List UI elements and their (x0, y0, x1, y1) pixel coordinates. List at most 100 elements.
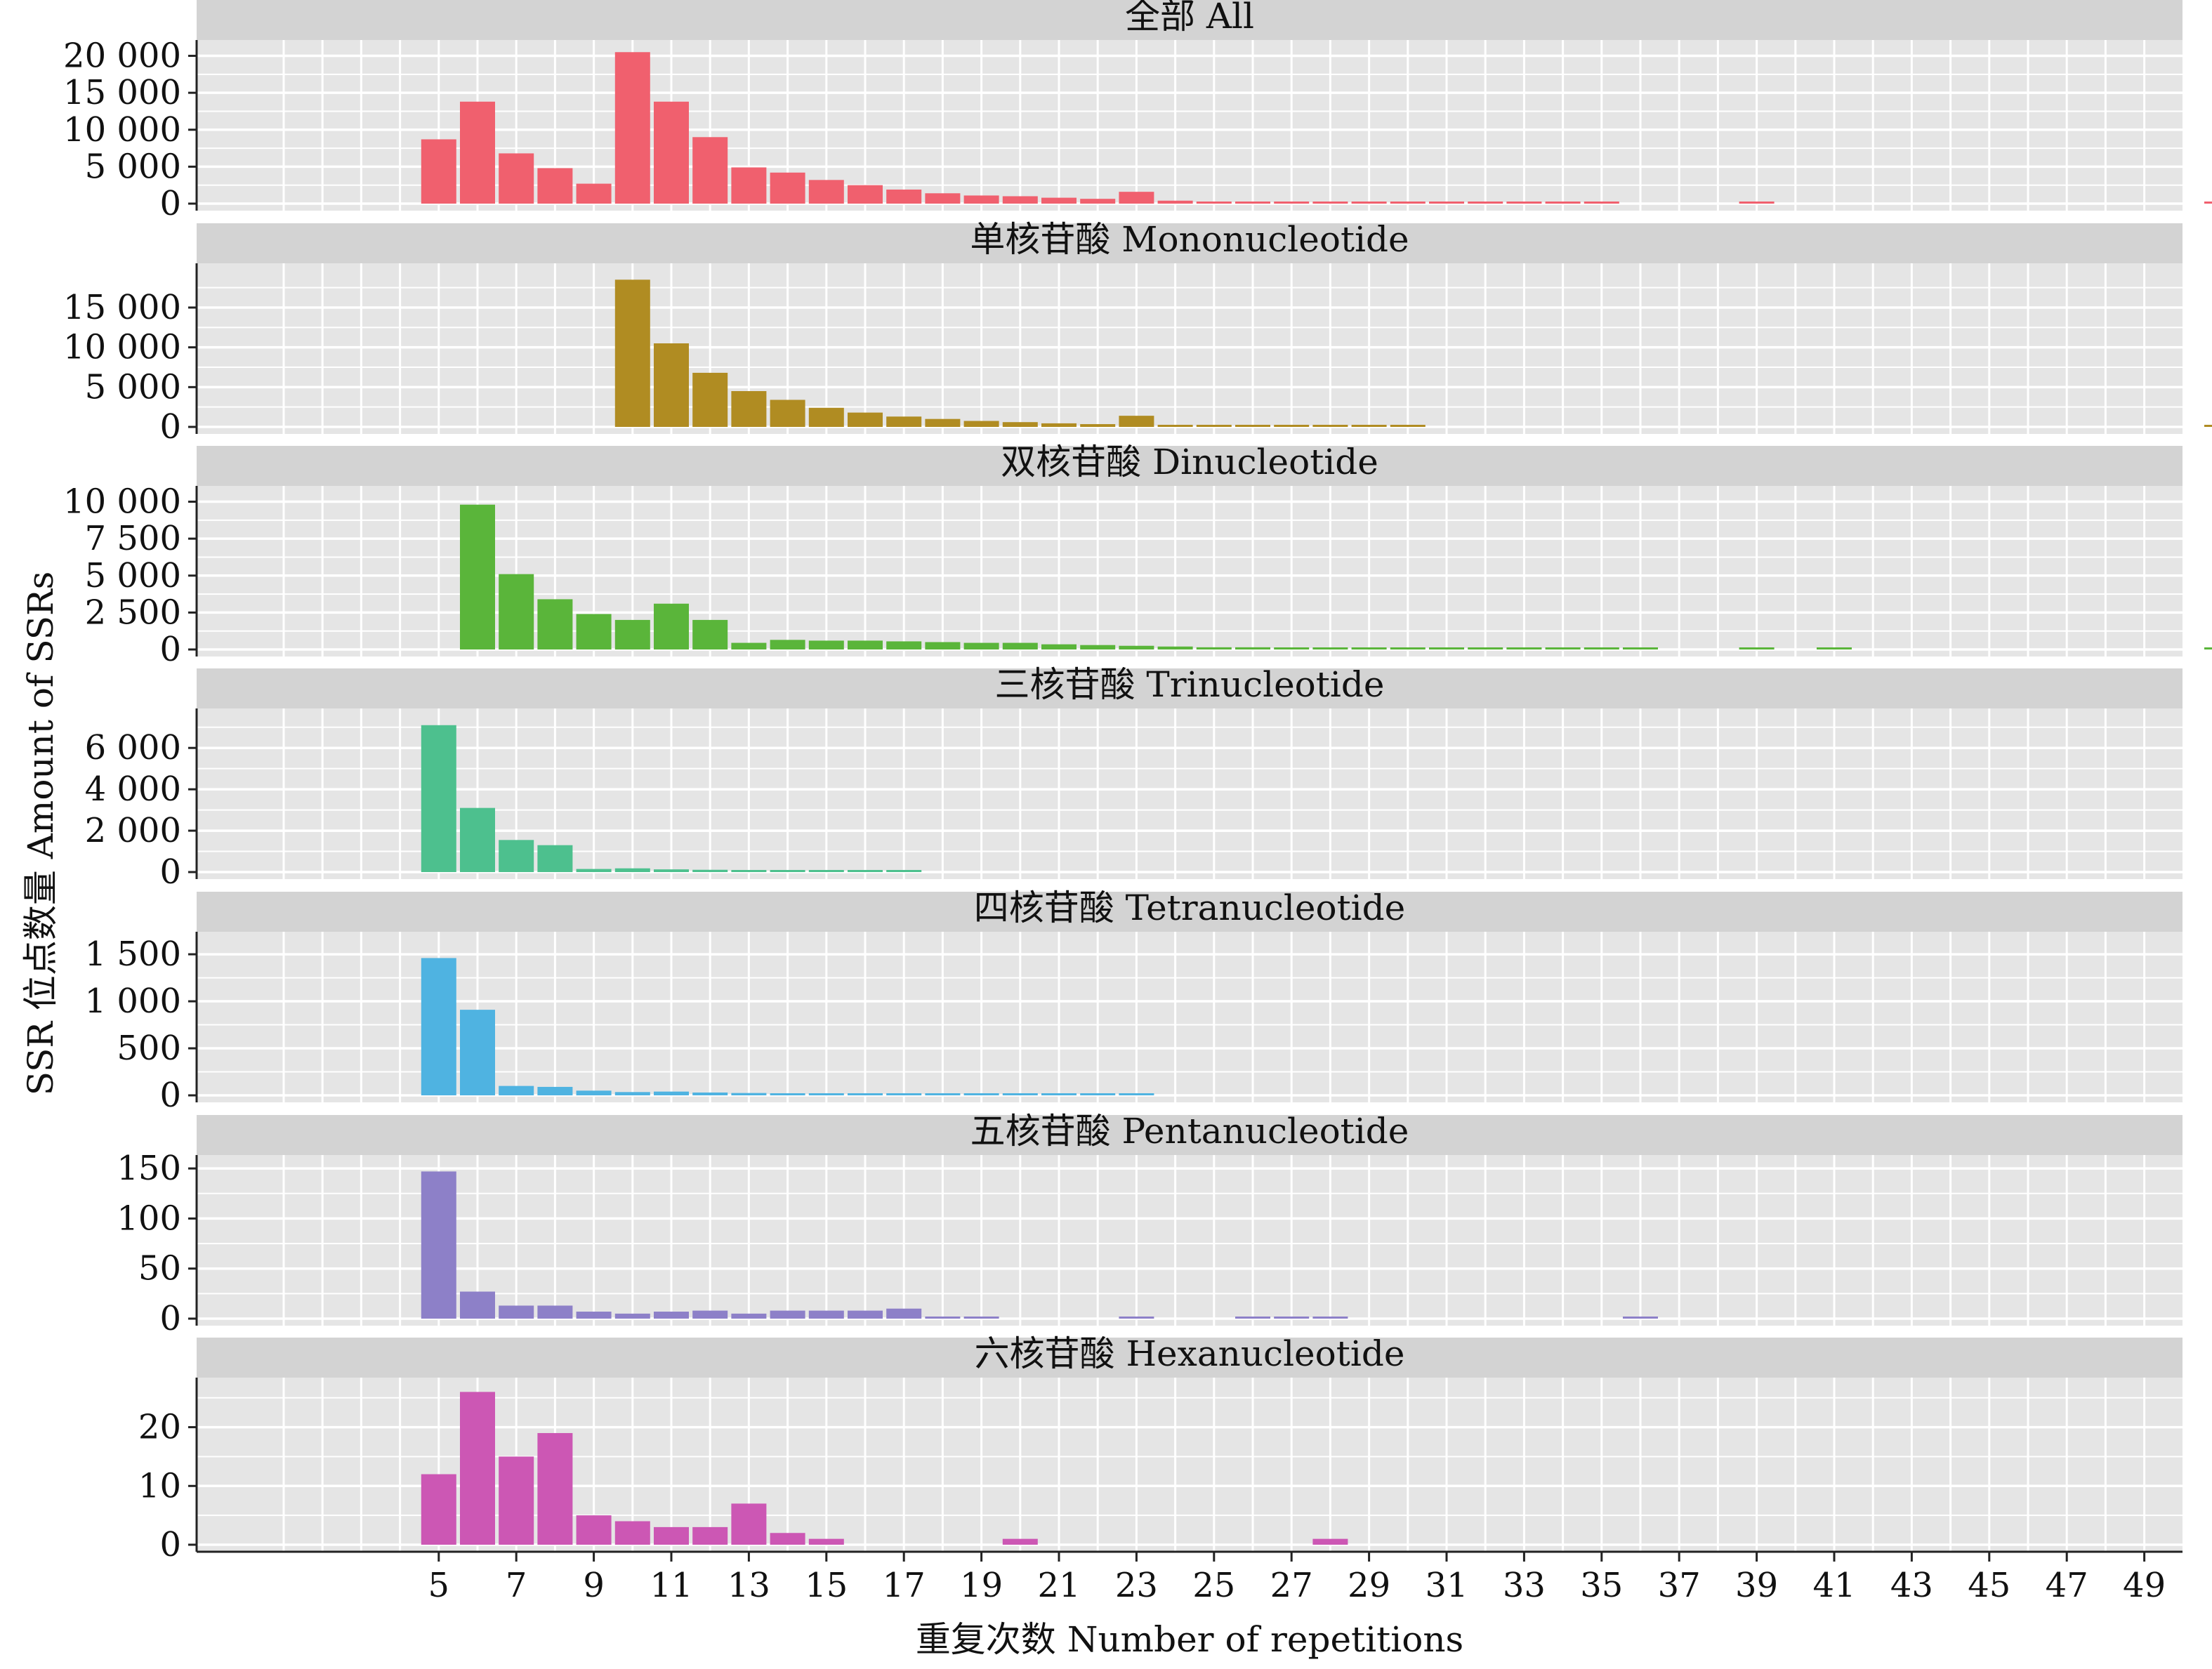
panel: 五核苷酸 Pentanucleotide 0 50 100 150 (117, 1111, 2183, 1338)
bar (886, 870, 922, 872)
bar (654, 343, 689, 427)
bar (848, 870, 883, 872)
bar (1545, 202, 1581, 204)
x-tick-label: 41 (1812, 1566, 1855, 1605)
bar (1196, 647, 1232, 649)
y-tick-label: 2 500 (85, 593, 181, 632)
x-tick-label: 15 (805, 1566, 848, 1605)
bar (925, 193, 961, 204)
bar (770, 870, 805, 872)
bar (1274, 647, 1310, 649)
panel: 四核苷酸 Tetranucleotide 0 500 1 000 1 500 (85, 888, 2183, 1115)
bar (770, 172, 805, 204)
bar (421, 725, 456, 872)
strip-header (197, 446, 2183, 486)
bar (537, 1086, 573, 1095)
bar (925, 418, 961, 427)
bar (654, 869, 689, 872)
x-tick-label: 11 (650, 1566, 692, 1605)
bar (1312, 1317, 1348, 1319)
y-tick-label: 0 (159, 1076, 181, 1115)
bar (614, 52, 650, 204)
bar (460, 504, 495, 649)
bar (1157, 200, 1193, 204)
bar (1157, 425, 1193, 427)
bar (770, 1310, 805, 1319)
bar (1041, 423, 1077, 427)
y-tick-label: 4 000 (85, 770, 181, 809)
y-tick-label: 1 500 (85, 935, 181, 974)
bar (614, 279, 650, 427)
bar (731, 167, 767, 204)
bar (499, 153, 534, 204)
plot-background (197, 932, 2183, 1102)
bar (654, 1526, 689, 1545)
bar (1468, 202, 1503, 204)
bar (421, 1474, 456, 1545)
bar (421, 139, 456, 204)
bar (808, 180, 844, 204)
bar (1002, 422, 1038, 427)
x-axis-title: 重复次数 Number of repetitions (916, 1619, 1463, 1660)
bar (1119, 192, 1154, 204)
bar (1002, 642, 1038, 649)
bar (770, 1533, 805, 1545)
bar (654, 603, 689, 649)
bar (537, 1432, 573, 1545)
bar (576, 1090, 612, 1095)
bar (2204, 202, 2212, 204)
y-tick-label: 0 (159, 1525, 181, 1564)
bar (886, 416, 922, 427)
bar (537, 168, 573, 204)
strip-header (197, 1338, 2183, 1378)
bar (848, 1310, 883, 1319)
bar (576, 614, 612, 649)
bar (1390, 202, 1426, 204)
y-tick-label: 5 000 (85, 556, 181, 595)
bar (1080, 199, 1116, 204)
y-tick-label: 7 500 (85, 519, 181, 558)
panel: 六核苷酸 Hexanucleotide 0 10 20 (138, 1333, 2183, 1564)
bar (1002, 1093, 1038, 1095)
bar (1429, 202, 1464, 204)
bar (2204, 647, 2212, 649)
strip-header (197, 668, 2183, 708)
y-tick-label: 15 000 (63, 288, 181, 327)
bar (963, 642, 999, 649)
bar (886, 190, 922, 204)
bar (1235, 425, 1270, 427)
x-tick-label: 35 (1580, 1566, 1623, 1605)
bar (537, 845, 573, 872)
x-tick-label: 29 (1348, 1566, 1390, 1605)
bar (848, 640, 883, 649)
bar (499, 574, 534, 649)
bar (770, 640, 805, 649)
bar (576, 869, 612, 872)
bar (808, 1310, 844, 1319)
x-tick-label: 21 (1037, 1566, 1080, 1605)
bar (537, 599, 573, 649)
bar (692, 372, 728, 427)
bar (460, 807, 495, 872)
bar (731, 1313, 767, 1319)
bar (692, 1310, 728, 1319)
y-tick-label: 10 000 (63, 328, 181, 367)
bar (808, 407, 844, 427)
x-tick-label: 37 (1658, 1566, 1701, 1605)
plot-background (197, 263, 2183, 434)
y-tick-label: 15 000 (63, 73, 181, 112)
bar (499, 1086, 534, 1095)
plot-background (197, 1155, 2183, 1326)
y-tick-label: 150 (117, 1149, 181, 1188)
x-tick-label: 43 (1890, 1566, 1933, 1605)
bar (421, 1171, 456, 1319)
y-tick-label: 20 000 (63, 37, 181, 76)
bar (963, 421, 999, 427)
x-tick-label: 33 (1503, 1566, 1546, 1605)
panel-title: 四核苷酸 Tetranucleotide (974, 888, 1406, 928)
y-axis-title: SSR 位点数量 Amount of SSRs (20, 572, 61, 1096)
bar (1119, 416, 1154, 427)
